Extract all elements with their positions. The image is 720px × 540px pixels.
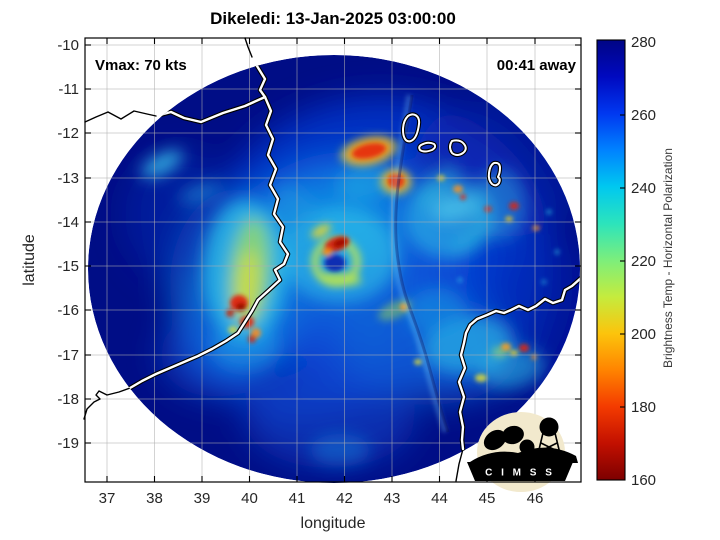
water-tower-tank bbox=[539, 417, 559, 437]
colorbar-ticks bbox=[620, 114, 625, 408]
coastline-outside-swath bbox=[83, 37, 464, 482]
swath-seam bbox=[390, 94, 450, 433]
plot-frame bbox=[84, 37, 582, 483]
x-tick: 37 bbox=[99, 490, 116, 507]
y-tick: -18 bbox=[57, 391, 79, 408]
cimss-logo: C I M S S bbox=[467, 412, 578, 492]
logo-silhouette bbox=[467, 417, 578, 481]
x-tick: 43 bbox=[384, 490, 401, 507]
cb-tick: 200 bbox=[631, 326, 656, 343]
colorbar-label: Brightness Temp - Horizontal Polarizatio… bbox=[661, 148, 675, 368]
x-tick: 40 bbox=[241, 490, 258, 507]
cb-tick: 240 bbox=[631, 180, 656, 197]
cb-tick: 220 bbox=[631, 253, 656, 270]
plot-title: Dikeledi: 13-Jan-2025 03:00:00 bbox=[210, 9, 456, 28]
colorbar-tick-labels: 280 260 240 220 200 180 160 bbox=[631, 34, 656, 489]
x-axis-label: longitude bbox=[301, 515, 366, 532]
cb-tick: 160 bbox=[631, 472, 656, 489]
x-tick: 45 bbox=[479, 490, 496, 507]
eta-annotation: 00:41 away bbox=[497, 57, 577, 74]
y-tick: -13 bbox=[57, 170, 79, 187]
cb-tick: 280 bbox=[631, 34, 656, 51]
y-tick: -17 bbox=[57, 347, 79, 364]
y-tick: -14 bbox=[57, 214, 79, 231]
x-tick: 39 bbox=[194, 490, 211, 507]
x-tick: 41 bbox=[289, 490, 306, 507]
vmax-annotation: Vmax: 70 kts bbox=[95, 57, 187, 74]
y-tick-labels: -10 -11 -12 -13 -14 -15 -16 -17 -18 -19 bbox=[57, 37, 79, 452]
y-tick: -19 bbox=[57, 435, 79, 452]
axis-ticks bbox=[85, 38, 581, 482]
cimss-logo-text: C I M S S bbox=[485, 468, 555, 479]
logo-ground bbox=[470, 447, 578, 463]
x-tick: 44 bbox=[431, 490, 448, 507]
x-tick-labels: 37 38 39 40 41 42 43 44 45 46 bbox=[99, 490, 544, 507]
logo-banner bbox=[467, 462, 573, 481]
y-tick: -11 bbox=[58, 81, 79, 98]
satellite-dish-icon bbox=[483, 429, 507, 451]
y-axis-label: latitude bbox=[21, 234, 38, 286]
colorbar: 280 260 240 220 200 180 160 Brightness T… bbox=[596, 34, 675, 489]
x-tick: 38 bbox=[146, 490, 163, 507]
colorbar-gradient bbox=[596, 39, 626, 481]
y-tick: -12 bbox=[57, 125, 79, 142]
cb-tick: 180 bbox=[631, 399, 656, 416]
satellite-dish-icon bbox=[502, 425, 524, 445]
coastlines bbox=[83, 37, 580, 482]
y-tick: -15 bbox=[57, 258, 79, 275]
y-tick: -10 bbox=[57, 37, 79, 54]
y-tick: -16 bbox=[57, 302, 79, 319]
cb-tick: 260 bbox=[631, 107, 656, 124]
x-tick: 46 bbox=[527, 490, 544, 507]
x-tick: 42 bbox=[336, 490, 353, 507]
